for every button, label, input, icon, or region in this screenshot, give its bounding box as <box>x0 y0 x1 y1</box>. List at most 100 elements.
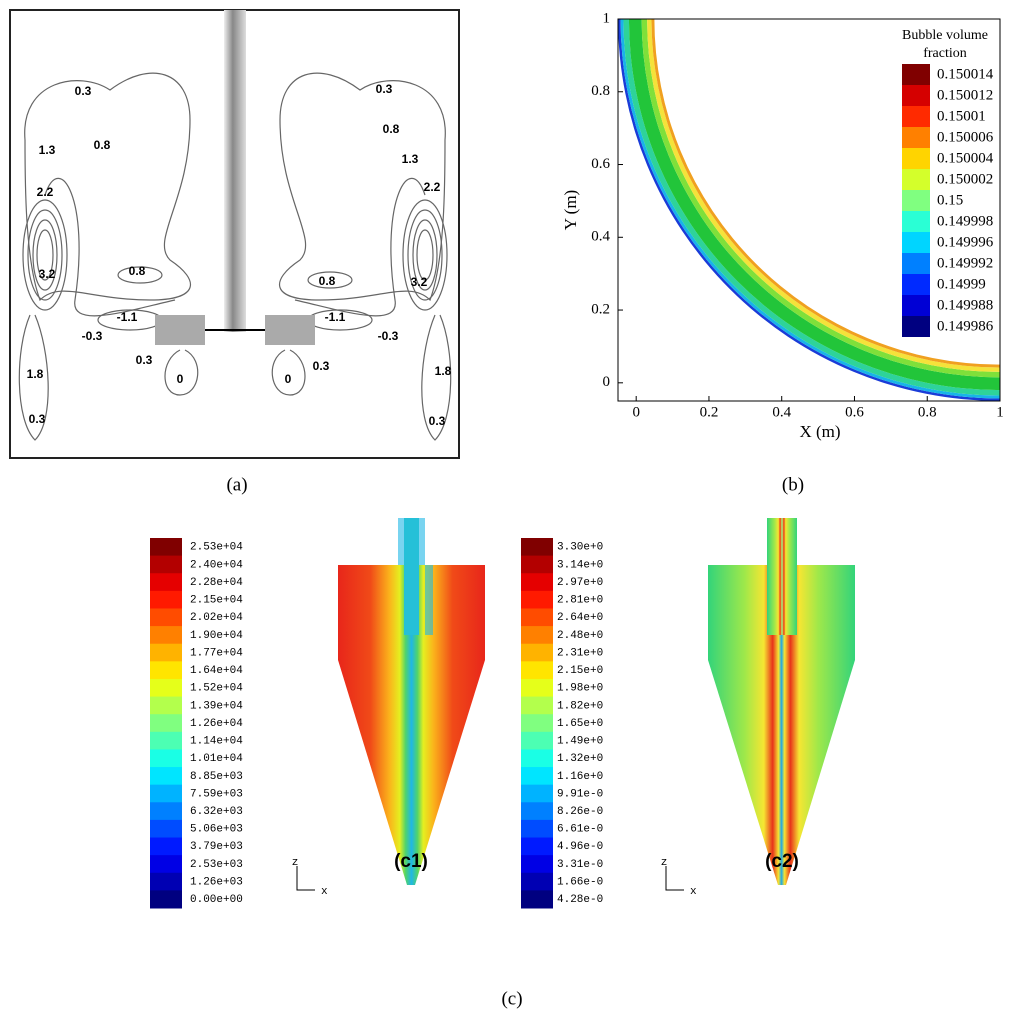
c2-body <box>708 565 855 885</box>
legend-swatch <box>521 855 553 874</box>
caption: (c2) <box>765 851 799 872</box>
legend-label: 0.150002 <box>937 171 993 187</box>
legend-label: 3.31e-0 <box>557 859 603 871</box>
legend-label: 0.15001 <box>937 108 986 124</box>
legend-swatch <box>521 626 553 645</box>
legend-label: 0.150012 <box>937 87 993 103</box>
legend-label: 4.96e-0 <box>557 841 603 853</box>
legend-label: 0.150014 <box>937 66 994 82</box>
axis-triad <box>296 866 315 891</box>
legend-swatch <box>521 696 553 715</box>
legend-label: 1.14e+04 <box>190 736 243 748</box>
contour-label: 0.8 <box>383 122 400 136</box>
caption: (c1) <box>394 851 428 872</box>
y-tick-label: 0.2 <box>591 301 610 317</box>
legend-label: 2.31e+0 <box>557 647 603 659</box>
legend-label: 9.91e-0 <box>557 788 603 800</box>
legend-label: 0.150004 <box>937 150 994 166</box>
legend-label: 2.64e+0 <box>557 612 603 624</box>
legend-label: 1.16e+0 <box>557 771 603 783</box>
legend-swatch <box>902 85 930 106</box>
legend-swatch <box>902 274 930 295</box>
legend-swatch <box>150 590 182 609</box>
legend-swatch <box>902 232 930 253</box>
legend-label: 4.28e-0 <box>557 894 603 906</box>
caption: (b) <box>782 474 804 495</box>
legend-swatch <box>150 767 182 786</box>
legend-swatch <box>150 555 182 574</box>
legend-swatch <box>521 890 553 909</box>
legend-label: 0.149988 <box>937 297 993 313</box>
contour-label: -0.3 <box>82 329 103 343</box>
blade <box>155 315 205 345</box>
contour-label: 0.8 <box>319 274 336 288</box>
contour-label: 0.3 <box>29 412 46 426</box>
x-tick-label: 1 <box>996 404 1004 420</box>
legend-label: 1.77e+04 <box>190 647 243 659</box>
legend-swatch <box>521 643 553 662</box>
legend-swatch <box>150 538 182 557</box>
legend-label: 1.32e+0 <box>557 753 603 765</box>
x-tick-label: 0 <box>632 404 640 420</box>
legend-swatch <box>150 890 182 909</box>
contour-label: 1.8 <box>27 367 44 381</box>
legend-label: 3.14e+0 <box>557 559 603 571</box>
legend-label: 1.26e+03 <box>190 876 243 888</box>
contour-label: 0.3 <box>313 359 330 373</box>
legend-label: 6.61e-0 <box>557 824 603 836</box>
legend-label: 6.32e+03 <box>190 806 243 818</box>
legend-swatch <box>521 590 553 609</box>
x-axis-label: X (m) <box>799 422 840 441</box>
legend-label: 0.149996 <box>937 234 994 250</box>
x-tick-label: 0.8 <box>918 404 937 420</box>
contour-label: 2.2 <box>424 180 441 194</box>
legend-swatch <box>902 190 930 211</box>
legend-label: 1.90e+04 <box>190 630 243 642</box>
contour-label: 2.2 <box>37 185 54 199</box>
plot-frame <box>617 18 1001 402</box>
axis-label: z <box>292 857 299 869</box>
contour-label: 0.3 <box>75 84 92 98</box>
y-tick-label: 0.8 <box>591 83 610 99</box>
c1-tube <box>404 518 419 635</box>
c2-tube <box>767 518 797 635</box>
legend-swatch <box>521 749 553 768</box>
legend-swatch <box>521 784 553 803</box>
legend-swatch <box>902 316 930 337</box>
legend-swatch <box>150 731 182 750</box>
legend-swatch <box>521 573 553 592</box>
legend-label: 2.40e+04 <box>190 559 243 571</box>
contour-label: -0.3 <box>378 329 399 343</box>
legend-title: Bubble volume fraction <box>902 28 988 61</box>
legend-swatch <box>150 749 182 768</box>
legend-swatch <box>521 767 553 786</box>
contour-label: -1.1 <box>117 310 138 324</box>
legend-label: 8.85e+03 <box>190 771 243 783</box>
legend-swatch <box>150 573 182 592</box>
legend-label: 0.150006 <box>937 129 994 145</box>
legend-label: 1.52e+04 <box>190 683 243 695</box>
legend-label: 3.79e+03 <box>190 841 243 853</box>
legend-swatch <box>150 802 182 821</box>
legend-label: 2.15e+04 <box>190 595 243 607</box>
contour-label: 1.3 <box>39 143 56 157</box>
legend-swatch <box>521 678 553 698</box>
legend-swatch <box>521 661 553 680</box>
legend-label: 2.81e+0 <box>557 595 603 607</box>
legend-swatch <box>150 643 182 662</box>
contour-label: 0.3 <box>376 82 393 96</box>
legend-label: 1.64e+04 <box>190 665 243 677</box>
contours <box>18 72 452 441</box>
legend-label: 1.26e+04 <box>190 718 243 730</box>
c1-body <box>338 565 485 885</box>
legend-swatch <box>150 819 182 839</box>
legend-swatch <box>902 295 930 316</box>
blade <box>265 315 315 345</box>
legend-label: 0.15 <box>937 192 963 208</box>
legend-swatch <box>521 608 553 627</box>
legend-swatch <box>521 538 553 557</box>
legend-swatch <box>521 819 553 839</box>
legend-swatch <box>150 714 182 733</box>
